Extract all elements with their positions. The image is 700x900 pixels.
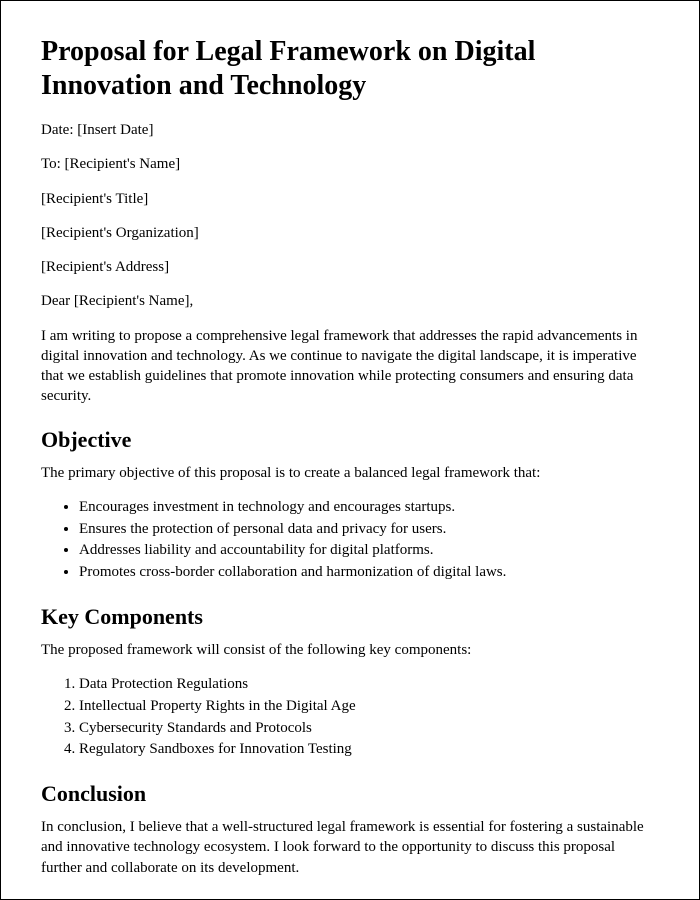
components-item: Data Protection Regulations <box>79 674 659 696</box>
recipient-address-line: [Recipient's Address] <box>41 257 659 277</box>
document-page: Proposal for Legal Framework on Digital … <box>0 0 700 900</box>
recipient-title-line: [Recipient's Title] <box>41 189 659 209</box>
objective-item: Addresses liability and accountability f… <box>79 540 659 562</box>
conclusion-text: In conclusion, I believe that a well-str… <box>41 817 659 878</box>
components-heading: Key Components <box>41 604 659 630</box>
components-item: Regulatory Sandboxes for Innovation Test… <box>79 739 659 761</box>
conclusion-heading: Conclusion <box>41 781 659 807</box>
components-list: Data Protection Regulations Intellectual… <box>41 674 659 761</box>
objective-item: Encourages investment in technology and … <box>79 497 659 519</box>
salutation-line: Dear [Recipient's Name], <box>41 291 659 311</box>
document-title: Proposal for Legal Framework on Digital … <box>41 35 659 102</box>
to-line: To: [Recipient's Name] <box>41 154 659 174</box>
objective-lead: The primary objective of this proposal i… <box>41 463 659 483</box>
objective-item: Ensures the protection of personal data … <box>79 519 659 541</box>
objective-item: Promotes cross-border collaboration and … <box>79 562 659 584</box>
date-line: Date: [Insert Date] <box>41 120 659 140</box>
objective-list: Encourages investment in technology and … <box>41 497 659 584</box>
components-item: Cybersecurity Standards and Protocols <box>79 718 659 740</box>
components-item: Intellectual Property Rights in the Digi… <box>79 696 659 718</box>
objective-heading: Objective <box>41 427 659 453</box>
recipient-org-line: [Recipient's Organization] <box>41 223 659 243</box>
intro-paragraph: I am writing to propose a comprehensive … <box>41 326 659 407</box>
components-lead: The proposed framework will consist of t… <box>41 640 659 660</box>
